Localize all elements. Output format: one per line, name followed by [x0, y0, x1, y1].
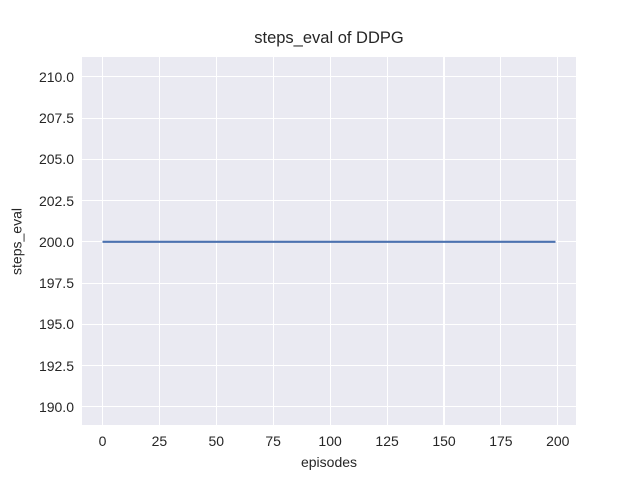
series-line-layer — [102, 240, 556, 243]
x-axis-label: episodes — [300, 454, 358, 470]
chart-title: steps_eval of DDPG — [254, 29, 404, 47]
y-tick-label-190: 190.0 — [38, 398, 74, 415]
y-tick-label-210: 210.0 — [38, 68, 74, 85]
y-gridline-192.5 — [82, 365, 576, 367]
y-gridline-210 — [82, 76, 576, 78]
y-tick-label-195: 195.0 — [38, 316, 74, 333]
plot-area — [82, 57, 576, 425]
y-tick-label-205: 205.0 — [38, 151, 74, 168]
x-tick-label-125: 125 — [375, 433, 399, 449]
x-tick-label-0: 0 — [98, 433, 107, 449]
y-gridline-205 — [82, 158, 576, 160]
y-tick-label-202.5: 202.5 — [38, 192, 74, 209]
y-gridline-190 — [82, 406, 576, 408]
x-tick-label-150: 150 — [432, 433, 456, 449]
x-tick-label-175: 175 — [489, 433, 513, 449]
x-gridline-200 — [557, 57, 559, 425]
x-gridline-0 — [101, 57, 104, 425]
x-tick-label-75: 75 — [265, 433, 281, 449]
x-tick-label-50: 50 — [208, 433, 225, 449]
y-gridline-207.5 — [82, 117, 576, 119]
y-gridline-202.5 — [82, 200, 576, 202]
y-gridline-197.5 — [82, 282, 576, 284]
y-tick-label-192.5: 192.5 — [38, 357, 74, 374]
x-tick-label-25: 25 — [151, 433, 168, 449]
y-tick-label-207.5: 207.5 — [38, 110, 74, 127]
y-tick-label-197.5: 197.5 — [38, 275, 74, 292]
x-tick-label-100: 100 — [318, 433, 342, 449]
y-tick-label-200: 200.0 — [38, 233, 74, 250]
x-tick-label-200: 200 — [546, 433, 570, 449]
y-gridline-195 — [82, 323, 576, 325]
